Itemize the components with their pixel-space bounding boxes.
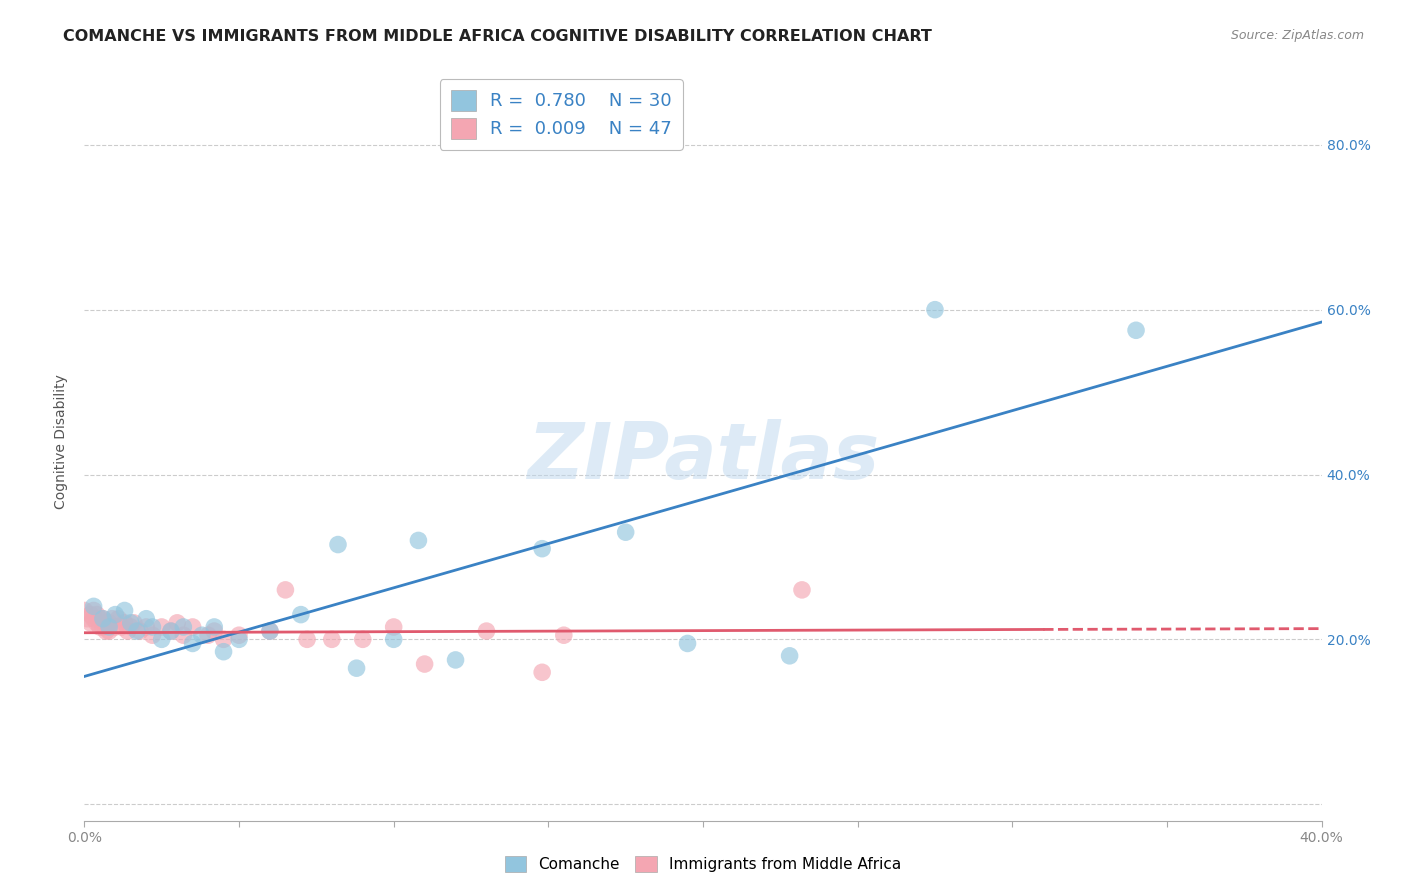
Point — [83, 603, 105, 617]
Point — [166, 615, 188, 630]
Point — [91, 612, 114, 626]
Point — [212, 632, 235, 647]
Point — [172, 628, 194, 642]
Point — [120, 620, 142, 634]
Point — [83, 599, 105, 614]
Point — [107, 612, 129, 626]
Point — [98, 620, 121, 634]
Point — [101, 612, 124, 626]
Point — [79, 615, 101, 630]
Point — [212, 645, 235, 659]
Point — [790, 582, 813, 597]
Point — [117, 624, 139, 639]
Point — [531, 665, 554, 680]
Point — [197, 628, 219, 642]
Point — [79, 607, 101, 622]
Point — [274, 582, 297, 597]
Point — [172, 620, 194, 634]
Point — [553, 628, 575, 642]
Legend: R =  0.780    N = 30, R =  0.009    N = 47: R = 0.780 N = 30, R = 0.009 N = 47 — [440, 79, 683, 150]
Legend: Comanche, Immigrants from Middle Africa: Comanche, Immigrants from Middle Africa — [498, 848, 908, 880]
Point — [91, 620, 114, 634]
Point — [104, 620, 127, 634]
Point — [98, 615, 121, 630]
Point — [259, 624, 281, 639]
Point — [181, 636, 204, 650]
Point — [104, 607, 127, 622]
Point — [413, 657, 436, 671]
Point — [160, 624, 183, 639]
Point — [352, 632, 374, 647]
Point — [295, 632, 318, 647]
Point — [779, 648, 801, 663]
Point — [135, 620, 157, 634]
Point — [141, 620, 163, 634]
Text: ZIPatlas: ZIPatlas — [527, 418, 879, 495]
Point — [408, 533, 430, 548]
Point — [202, 620, 225, 634]
Point — [122, 615, 145, 630]
Point — [135, 612, 157, 626]
Point — [114, 603, 136, 617]
Text: Source: ZipAtlas.com: Source: ZipAtlas.com — [1230, 29, 1364, 42]
Point — [76, 612, 98, 626]
Point — [346, 661, 368, 675]
Point — [382, 620, 405, 634]
Point — [86, 615, 108, 630]
Point — [676, 636, 699, 650]
Point — [98, 624, 121, 639]
Point — [125, 624, 148, 639]
Point — [614, 525, 637, 540]
Point — [1125, 323, 1147, 337]
Point — [73, 603, 96, 617]
Point — [160, 624, 183, 639]
Point — [326, 537, 349, 551]
Point — [444, 653, 467, 667]
Point — [129, 624, 152, 639]
Point — [259, 624, 281, 639]
Point — [924, 302, 946, 317]
Point — [228, 628, 250, 642]
Point — [475, 624, 498, 639]
Point — [531, 541, 554, 556]
Y-axis label: Cognitive Disability: Cognitive Disability — [55, 374, 69, 509]
Point — [191, 628, 214, 642]
Point — [110, 620, 132, 634]
Point — [321, 632, 343, 647]
Point — [91, 612, 114, 626]
Point — [114, 615, 136, 630]
Point — [94, 624, 117, 639]
Point — [382, 632, 405, 647]
Point — [89, 620, 111, 634]
Point — [290, 607, 312, 622]
Point — [202, 624, 225, 639]
Point — [120, 615, 142, 630]
Point — [94, 615, 117, 630]
Point — [181, 620, 204, 634]
Point — [150, 620, 173, 634]
Point — [150, 632, 173, 647]
Point — [83, 612, 105, 626]
Text: COMANCHE VS IMMIGRANTS FROM MIDDLE AFRICA COGNITIVE DISABILITY CORRELATION CHART: COMANCHE VS IMMIGRANTS FROM MIDDLE AFRIC… — [63, 29, 932, 44]
Point — [89, 612, 111, 626]
Point — [141, 628, 163, 642]
Point — [228, 632, 250, 647]
Point — [86, 607, 108, 622]
